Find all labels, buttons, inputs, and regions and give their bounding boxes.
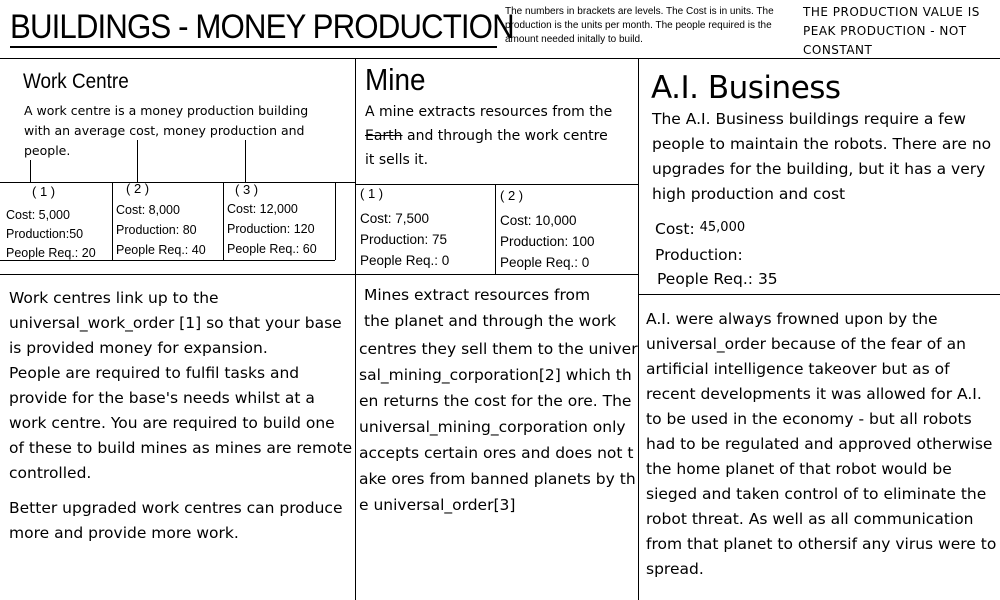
divider-wc-l3-bottom [223, 260, 335, 261]
divider-wc-l2-bottom [112, 260, 223, 261]
wc-level-2-people: People Req.: 40 [116, 243, 206, 257]
divider-mine-levels-top [355, 184, 638, 185]
divider-col-1 [355, 58, 356, 600]
wc-level-1-cost: Cost: 5,000 [6, 208, 70, 222]
mine-body: centres they sell them to the universal_… [359, 340, 638, 514]
ai-production-label: Production: [655, 246, 743, 264]
divider-top-right [355, 58, 1000, 59]
mine-level-1-production: Production: 75 [360, 232, 448, 247]
ai-people: People Req.: 35 [657, 270, 778, 288]
wc-level-3-stats: Cost: 12,000 Production: 120 People Req.… [227, 199, 339, 259]
mine-desc-strike: Earth [365, 128, 403, 144]
divider-wc-l1-bottom [0, 260, 112, 261]
page-title: BUILDINGS - MONEY PRODUCTION [10, 8, 515, 46]
divider-ai [638, 294, 1000, 295]
mine-level-1-cost: Cost: 7,500 [360, 211, 430, 226]
wc-level-3-cost: Cost: 12,000 [227, 202, 298, 216]
wc-level-1-production: Production:50 [6, 227, 84, 241]
ai-cost-value: 45,000 [699, 220, 746, 235]
wc-level-2-cost: Cost: 8,000 [116, 203, 180, 217]
divider-col-2 [638, 58, 639, 600]
mine-level-2-people: People Req.: 0 [500, 255, 590, 270]
mine-level-1-stats: Cost: 7,500 Production: 75 People Req.: … [360, 208, 492, 271]
wc-level-1-people: People Req.: 20 [6, 246, 96, 260]
divider-wc-l3-right [335, 182, 336, 260]
mine-body-line-1: Mines extract resources from [364, 286, 591, 304]
ai-body: A.I. were always frowned upon by the uni… [646, 310, 997, 578]
divider-wc-levels-top [0, 182, 355, 183]
divider-mine-l1-l2 [495, 184, 496, 274]
divider-wc-levels-bottom [0, 274, 355, 275]
mine-title: Mine [365, 62, 426, 97]
mine-desc-a: A mine extracts resources from the [365, 104, 613, 120]
divider-top-left [0, 58, 355, 59]
wc-level-3-production: Production: 120 [227, 222, 315, 236]
wc-level-1-label: ( 1 ) [32, 184, 56, 199]
ai-title: A.I. Business [651, 70, 841, 106]
mine-desc-b: and through the work centre [407, 128, 608, 144]
mine-level-1-label: ( 1 ) [360, 186, 384, 201]
mine-desc-c: it sells it. [365, 152, 429, 168]
pointer-line-1 [30, 160, 31, 182]
divider-wc-l2-l3 [223, 182, 224, 260]
wc-level-3-people: People Req.: 60 [227, 242, 317, 256]
mine-level-1-people: People Req.: 0 [360, 253, 450, 268]
mine-body-line-2: the planet and through the work [364, 312, 617, 330]
wc-level-2-stats: Cost: 8,000 Production: 80 People Req.: … [116, 200, 226, 260]
mine-level-2-label: ( 2 ) [500, 188, 524, 203]
wc-level-3-label: ( 3 ) [235, 182, 259, 197]
work-centre-description: A work centre is a money production buil… [24, 103, 309, 158]
ai-stats: Cost: 45,000 Production: People Req.: 35 [655, 217, 778, 291]
divider-wc-l1-l2 [112, 182, 113, 260]
mine-level-2-stats: Cost: 10,000 Production: 100 People Req.… [500, 210, 636, 273]
title-underline [10, 46, 497, 48]
mine-level-2-cost: Cost: 10,000 [500, 213, 577, 228]
work-centre-title: Work Centre [23, 70, 129, 93]
ai-cost-label: Cost: [655, 220, 695, 238]
work-centre-body-3: Better upgraded work centres can produce… [9, 499, 343, 542]
work-centre-body: Work centres link up to the universal_wo… [9, 286, 354, 546]
mine-level-2-production: Production: 100 [500, 234, 595, 249]
pointer-line-3 [245, 140, 246, 182]
ai-description: The A.I. Business buildings require a fe… [652, 110, 992, 203]
work-centre-body-1: Work centres link up to the universal_wo… [9, 289, 342, 357]
pointer-line-2 [137, 140, 138, 182]
work-centre-body-2: People are required to fulfil tasks and … [9, 364, 353, 482]
wc-level-1-stats: Cost: 5,000 Production:50 People Req.: 2… [6, 206, 116, 263]
legend-note: The numbers in brackets are levels. The … [505, 6, 774, 45]
divider-mine-levels-bottom [355, 274, 638, 275]
mine-description: A mine extracts resources from the Earth… [365, 100, 637, 172]
wc-level-2-label: ( 2 ) [126, 181, 150, 196]
production-note: THE PRODUCTION VALUE IS PEAK PRODUCTION … [803, 5, 980, 57]
wc-level-2-production: Production: 80 [116, 223, 197, 237]
